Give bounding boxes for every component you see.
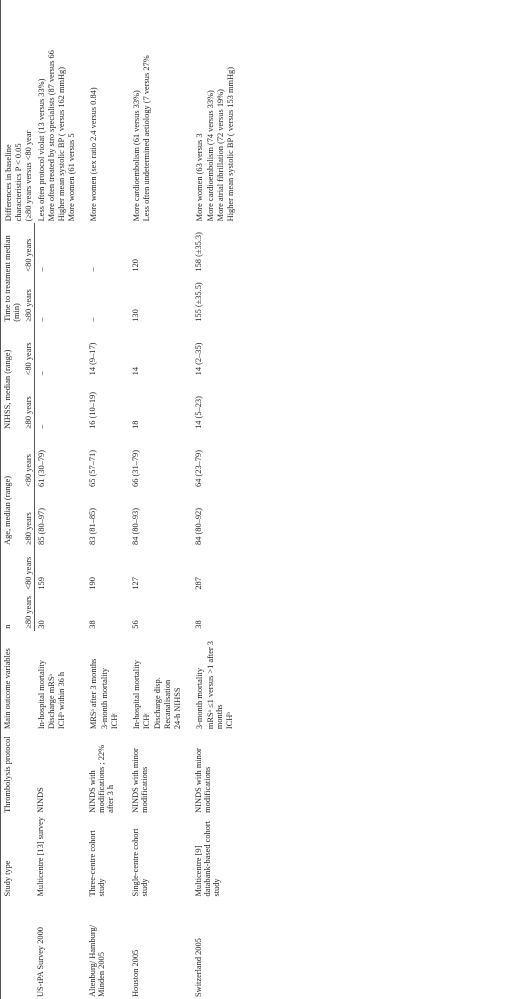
cell-time-lt80: 120	[130, 223, 184, 273]
cell-outcome: In-hospital mortalityDischarge mRSᵃICHᵇ …	[35, 631, 78, 731]
cell-nihss-ge80: 14 (5–23)	[193, 377, 237, 431]
cell-n-lt80: 127	[130, 547, 184, 592]
cell-n-lt80: 287	[193, 547, 237, 592]
th-diff: Differences in baseline characteristics …	[1, 0, 35, 223]
spacer-row	[237, 0, 246, 999]
cell-nihss-lt80: 14 (2–35)	[193, 324, 237, 378]
table-row: Houston 2005Single-centre cohort studyNI…	[130, 0, 184, 999]
cell-age-lt80: 61 (30–79)	[35, 431, 78, 489]
cell-diff: Less often protocol violat (13 versus 33…	[35, 0, 78, 223]
cell-n-ge80: 38	[193, 592, 237, 631]
cell-study: US-tPA Survey 2000	[35, 899, 78, 999]
cell-nihss-ge80: 18	[130, 377, 184, 431]
cell-study: Houston 2005	[130, 899, 184, 999]
cell-nihss-ge80: 16 (10–19)	[87, 377, 121, 431]
cell-nihss-ge80: –	[35, 377, 78, 431]
cell-outcome: In-hospital mortalityICHᶜDischarge disp.…	[130, 631, 184, 731]
th-type: Study type	[1, 815, 35, 899]
spacer-row	[78, 0, 87, 999]
th-time-ge80: ≥80 years	[22, 274, 35, 324]
cell-nihss-lt80: 14	[130, 324, 184, 378]
cell-n-lt80: 159	[35, 547, 78, 592]
th-age-lt80: <80 years	[22, 431, 35, 489]
cell-nihss-lt80: –	[35, 324, 78, 378]
table-row: Switzerland 2005Multicentre [9] databank…	[193, 0, 237, 999]
cell-age-lt80: 64 (23–79)	[193, 431, 237, 489]
th-nihss-lt80: <80 years	[22, 324, 35, 378]
cell-type: Three-centre cohort study	[87, 815, 121, 899]
cell-diff: More women (63 versus 3More cardioemboli…	[193, 0, 237, 223]
th-age-group: Age, median (range)	[1, 431, 23, 547]
th-diff-l1: Differences in baseline	[3, 2, 13, 221]
cell-n-lt80: 190	[87, 547, 121, 592]
study-table: Study type Thrombolysis protocol Main ou…	[0, 0, 246, 999]
cell-time-ge80: 130	[130, 274, 184, 324]
cell-age-ge80: 83 (81–85)	[87, 489, 121, 547]
th-time-lt80: <80 years	[22, 223, 35, 273]
spacer-row	[121, 0, 130, 999]
cell-type: Multicentre [9] databank-based cohort st…	[193, 815, 237, 899]
th-n-ge80: ≥80 years	[22, 592, 35, 631]
cell-proto: NINDS with minor modifications	[193, 731, 237, 815]
cell-type: Multicentre [13] survey	[35, 815, 78, 899]
cell-age-lt80: 66 (31–79)	[130, 431, 184, 489]
cell-proto: NINDS with minor modifications	[130, 731, 184, 815]
cell-age-ge80: 84 (80–92)	[193, 489, 237, 547]
cell-n-ge80: 38	[87, 592, 121, 631]
th-time-group: Time to treatment median (min)	[1, 223, 23, 323]
cell-study: Altenburg/ Hamburg/ Minden 2005	[87, 899, 121, 999]
table-row: Altenburg/ Hamburg/ Minden 2005Three-cen…	[87, 0, 121, 999]
cell-time-lt80: –	[35, 223, 78, 273]
cell-outcome: 3-month mortalitymRSᵃ ≤1 versus >1 after…	[193, 631, 237, 731]
th-diff-l2: characteristics P < 0.05	[13, 2, 23, 221]
th-nihss-ge80: ≥80 years	[22, 377, 35, 431]
th-age-ge80: ≥80 years	[22, 489, 35, 547]
th-n-lt80: <80 years	[22, 547, 35, 592]
th-outcome: Main outcome variables	[1, 631, 35, 731]
cell-n-ge80: 56	[130, 592, 184, 631]
cell-time-lt80: 158 (±35.3)	[193, 223, 237, 273]
cell-age-lt80: 65 (57–71)	[87, 431, 121, 489]
cell-nihss-lt80: 14 (9–17)	[87, 324, 121, 378]
cell-time-ge80: –	[87, 274, 121, 324]
th-proto: Thrombolysis protocol	[1, 731, 35, 815]
cell-study: Switzerland 2005	[193, 899, 237, 999]
cell-time-ge80: 155 (±35.5)	[193, 274, 237, 324]
th-n-group: n	[1, 547, 23, 631]
table-body: US-tPA Survey 2000Multicentre [13] surve…	[35, 0, 246, 999]
th-nihss-group: NIHSS, median (range)	[1, 324, 23, 431]
cell-outcome: MRSᵃ after 3 months3-month mortalityICHᶜ	[87, 631, 121, 731]
th-study	[1, 899, 35, 999]
cell-time-lt80: –	[87, 223, 121, 273]
th-diff-l3: (≥80 years versus <80 year	[23, 2, 33, 221]
cell-age-ge80: 84 (80–93)	[130, 489, 184, 547]
cell-type: Single-centre cohort study	[130, 815, 184, 899]
cell-diff: More women (sex ratio 2.4 versus 0.84)	[87, 0, 121, 223]
cell-proto: NINDS	[35, 731, 78, 815]
spacer-row	[184, 0, 193, 999]
cell-age-ge80: 85 (80–97)	[35, 489, 78, 547]
table-row: US-tPA Survey 2000Multicentre [13] surve…	[35, 0, 78, 999]
cell-proto: NINDS with modifications ; 22% after 3 h	[87, 731, 121, 815]
cell-time-ge80: –	[35, 274, 78, 324]
cell-diff: More cardioembolism (61 versus 33%)Less …	[130, 0, 184, 223]
cell-n-ge80: 30	[35, 592, 78, 631]
